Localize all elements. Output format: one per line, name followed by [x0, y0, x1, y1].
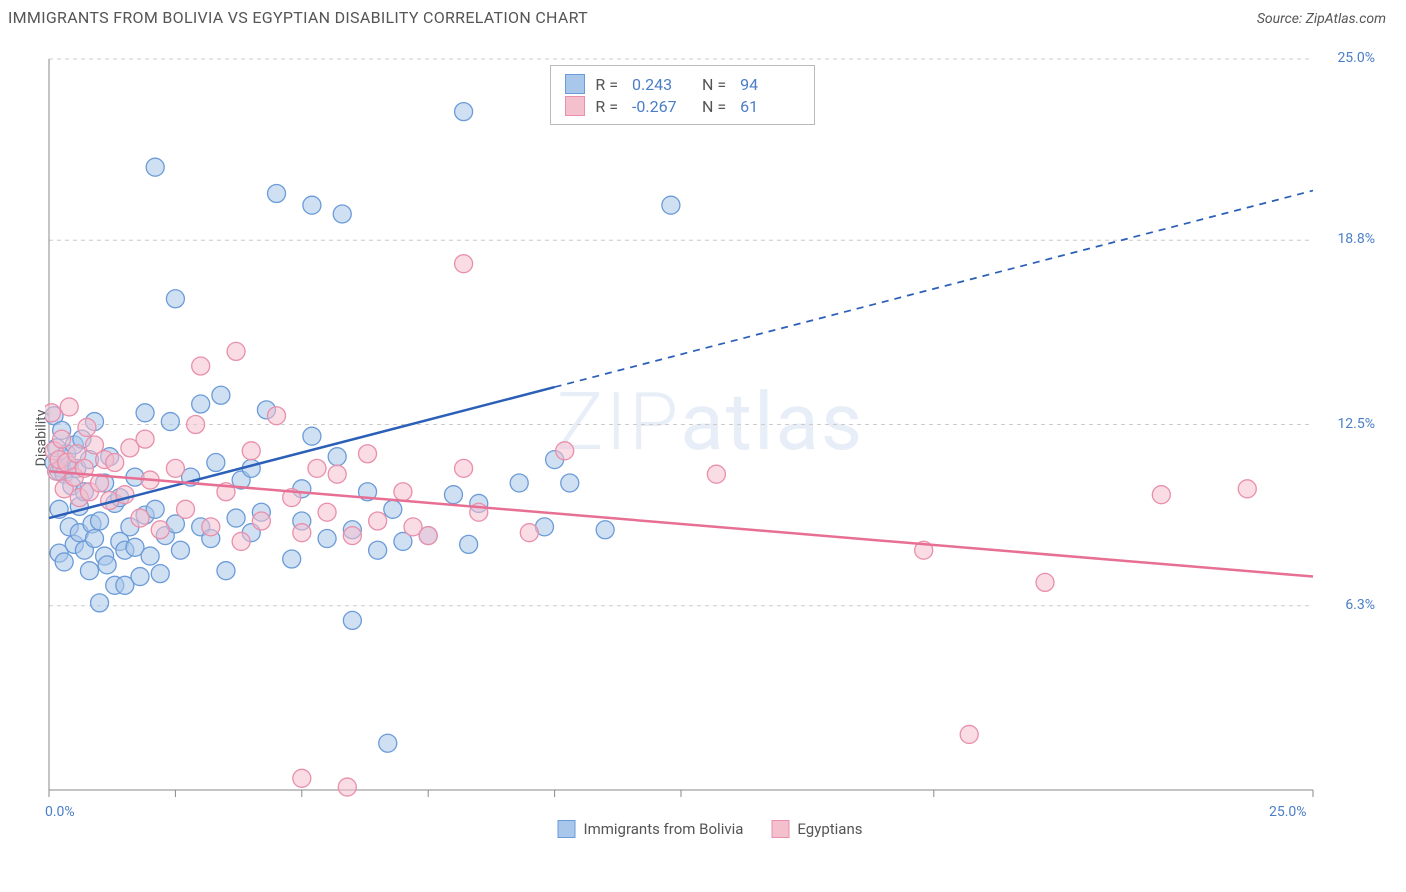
scatter-plot	[45, 45, 1375, 830]
chart-title: IMMIGRANTS FROM BOLIVIA VS EGYPTIAN DISA…	[8, 8, 588, 27]
n-value-bolivia: 94	[740, 75, 800, 94]
swatch-egyptians	[565, 96, 585, 116]
n-value-egyptians: 61	[740, 97, 800, 116]
y-tick-label: 12.5%	[1337, 416, 1375, 432]
source-attribution: Source: ZipAtlas.com	[1257, 11, 1386, 27]
swatch-bolivia-sm	[558, 820, 576, 838]
r-value-egyptians: -0.267	[632, 97, 692, 116]
chart-area: Disability ZIPatlas R = 0.243 N = 94 R =…	[45, 45, 1375, 830]
correlation-legend: R = 0.243 N = 94 R = -0.267 N = 61	[550, 65, 815, 125]
x-tick-label: 25.0%	[1269, 804, 1307, 820]
legend-row-egyptians: R = -0.267 N = 61	[565, 96, 800, 116]
x-tick-label: 0.0%	[45, 804, 75, 820]
y-tick-label: 6.3%	[1345, 597, 1375, 613]
y-tick-label: 25.0%	[1337, 50, 1375, 66]
swatch-bolivia	[565, 74, 585, 94]
legend-item-egyptians: Egyptians	[771, 820, 862, 838]
chart-header: IMMIGRANTS FROM BOLIVIA VS EGYPTIAN DISA…	[0, 0, 1406, 27]
series-legend: Immigrants from Bolivia Egyptians	[558, 820, 863, 838]
legend-row-bolivia: R = 0.243 N = 94	[565, 74, 800, 94]
r-value-bolivia: 0.243	[632, 75, 692, 94]
legend-item-bolivia: Immigrants from Bolivia	[558, 820, 744, 838]
y-tick-label: 18.8%	[1337, 231, 1375, 247]
swatch-egyptians-sm	[771, 820, 789, 838]
